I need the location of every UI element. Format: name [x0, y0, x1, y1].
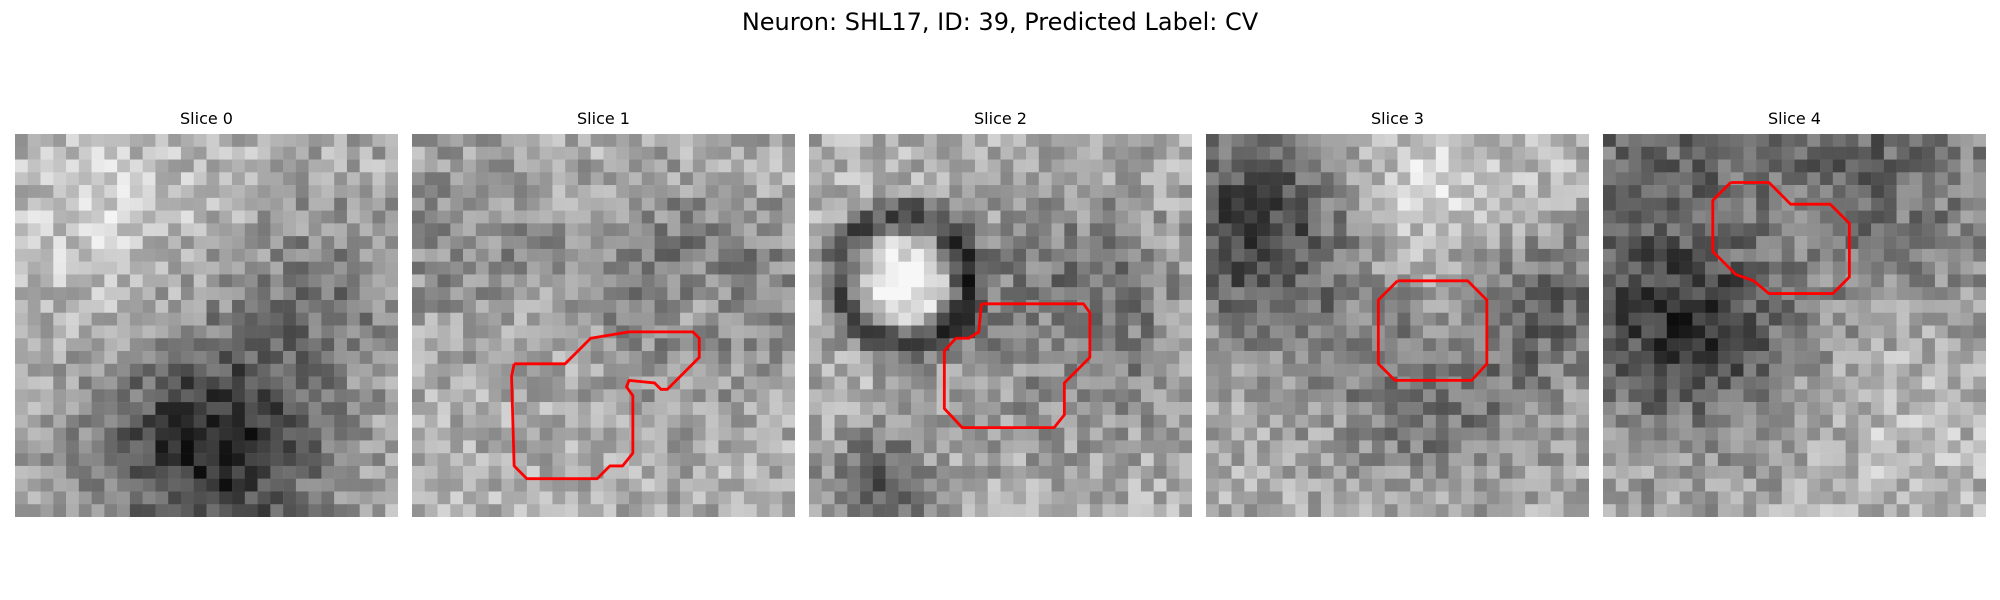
roi-outline [1376, 279, 1489, 382]
slice-panel-1: Slice 1 [412, 108, 795, 522]
pixel-grid [809, 134, 1192, 517]
pixel-grid [15, 134, 398, 517]
slice-title-1: Slice 1 [577, 109, 630, 128]
slice-image-0 [15, 134, 398, 517]
roi-outline [942, 302, 1092, 430]
slice-image-4 [1603, 134, 1986, 517]
slice-image-2 [809, 134, 1192, 517]
pixel-grid [1206, 134, 1589, 517]
roi-outline [1711, 181, 1851, 295]
slice-panel-0: Slice 0 [15, 108, 398, 522]
pixel-grid [412, 134, 795, 517]
slice-panel-3: Slice 3 [1206, 108, 1589, 522]
pixel-grid [1603, 134, 1986, 517]
roi-outline [510, 330, 701, 481]
slice-panel-2: Slice 2 [809, 108, 1192, 522]
slice-panel-4: Slice 4 [1603, 108, 1986, 522]
slice-title-4: Slice 4 [1768, 109, 1821, 128]
slice-image-3 [1206, 134, 1589, 517]
slice-title-3: Slice 3 [1371, 109, 1424, 128]
slice-title-2: Slice 2 [974, 109, 1027, 128]
figure-title: Neuron: SHL17, ID: 39, Predicted Label: … [741, 8, 1259, 36]
slice-title-0: Slice 0 [180, 109, 233, 128]
slice-image-1 [412, 134, 795, 517]
